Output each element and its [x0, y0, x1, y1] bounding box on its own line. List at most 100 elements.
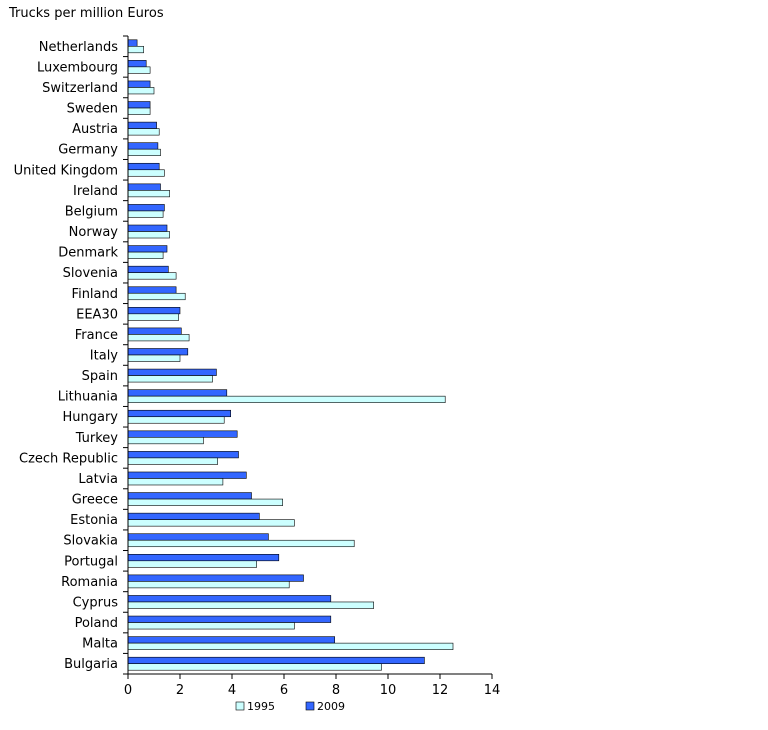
- x-tick-label: 10: [380, 683, 397, 698]
- bar-1995: [127, 437, 204, 445]
- bar-1995: [127, 87, 155, 95]
- category-label: Poland: [75, 616, 118, 631]
- category-label: Romania: [61, 575, 118, 590]
- legend-label-1995: 1995: [247, 700, 275, 713]
- bar-2009: [127, 636, 335, 644]
- x-tick-label: 0: [124, 683, 132, 698]
- category-label: Spain: [82, 369, 118, 384]
- bar-1995: [127, 169, 165, 177]
- bar-2009: [127, 307, 181, 315]
- bar-2009: [127, 101, 151, 109]
- bar-1995: [127, 395, 446, 403]
- bar-2009: [127, 492, 252, 500]
- category-label: Czech Republic: [19, 451, 118, 466]
- bar-1995: [127, 251, 164, 259]
- bar-1995: [127, 581, 290, 589]
- bar-1995: [127, 107, 151, 115]
- bar-1995: [127, 642, 454, 650]
- bar-2009: [127, 245, 168, 253]
- bar-2009: [127, 574, 304, 582]
- legend-swatch-1995: [235, 701, 245, 711]
- category-label: Latvia: [78, 472, 118, 487]
- x-tick-label: 2: [176, 683, 184, 698]
- category-label: Finland: [72, 287, 118, 302]
- bar-2009: [127, 430, 238, 438]
- bar-1995: [127, 519, 295, 527]
- bar-1995: [127, 539, 355, 548]
- bar-2009: [127, 595, 332, 603]
- bar-1995: [127, 560, 257, 568]
- bar-2009: [127, 80, 151, 88]
- category-label: Sweden: [67, 102, 118, 117]
- bar-2009: [127, 615, 332, 623]
- category-label: Netherlands: [39, 40, 118, 55]
- bar-1995: [127, 375, 213, 383]
- bar-1995: [127, 457, 218, 465]
- category-label: Austria: [72, 122, 118, 137]
- category-label: France: [75, 328, 118, 343]
- bar-2009: [127, 451, 239, 459]
- bar-2009: [127, 162, 160, 171]
- bar-1995: [127, 663, 382, 671]
- bar-1995: [127, 498, 283, 506]
- x-tick-label: 14: [484, 683, 501, 698]
- bar-1995: [127, 334, 190, 342]
- bar-1995: [127, 128, 160, 136]
- bar-2009: [127, 286, 177, 294]
- bar-1995: [127, 231, 170, 239]
- bar-2009: [127, 142, 159, 150]
- category-label: Malta: [82, 637, 118, 652]
- bar-1995: [127, 292, 186, 301]
- category-label: Luxembourg: [37, 60, 118, 75]
- bar-2009: [127, 533, 269, 541]
- unit-label: Trucks per million Euros: [9, 6, 164, 21]
- bar-1995: [127, 601, 374, 609]
- category-label: Bulgaria: [64, 657, 118, 672]
- bar-2009: [127, 389, 228, 397]
- bar-1995: [127, 478, 224, 486]
- legend-swatch-2009: [305, 701, 315, 711]
- bar-2009: [127, 368, 217, 376]
- bar-2009: [127, 656, 425, 665]
- category-label: United Kingdom: [14, 163, 118, 178]
- x-tick-label: 6: [280, 683, 288, 698]
- bar-2009: [127, 554, 280, 562]
- category-label: Greece: [72, 493, 118, 508]
- category-label: Portugal: [64, 554, 118, 569]
- bar-1995: [127, 45, 144, 54]
- bar-1995: [127, 416, 225, 424]
- bar-2009: [127, 409, 231, 418]
- bar-1995: [127, 313, 180, 321]
- category-label: Turkey: [75, 431, 119, 446]
- legend-label-2009: 2009: [317, 700, 345, 713]
- x-tick-label: 8: [332, 683, 340, 698]
- bar-1995: [127, 190, 170, 198]
- bar-2009: [127, 327, 182, 335]
- bar-2009: [127, 39, 138, 47]
- bar-2009: [127, 265, 169, 273]
- bar-1995: [127, 210, 164, 218]
- x-tick-label: 4: [228, 683, 236, 698]
- bar-2009: [127, 204, 165, 212]
- bar-2009: [127, 60, 147, 68]
- category-label: Switzerland: [42, 81, 118, 96]
- bar-2009: [127, 471, 247, 479]
- category-label: Norway: [69, 225, 119, 240]
- bar-1995: [127, 354, 181, 362]
- bar-2009: [127, 512, 260, 520]
- bar-2009: [127, 348, 189, 356]
- category-label: EEA30: [76, 307, 118, 322]
- x-tick-label: 12: [432, 683, 449, 698]
- category-label: Cyprus: [73, 595, 119, 610]
- bar-2009: [127, 224, 168, 232]
- category-label: Ireland: [73, 184, 118, 199]
- bar-1995: [127, 272, 177, 280]
- category-label: Estonia: [70, 513, 118, 528]
- category-label: Slovenia: [63, 266, 118, 281]
- category-label: Italy: [90, 349, 119, 364]
- bar-2009: [127, 121, 157, 129]
- category-label: Belgium: [65, 204, 118, 219]
- bar-1995: [127, 148, 161, 156]
- category-label: Lithuania: [58, 390, 118, 405]
